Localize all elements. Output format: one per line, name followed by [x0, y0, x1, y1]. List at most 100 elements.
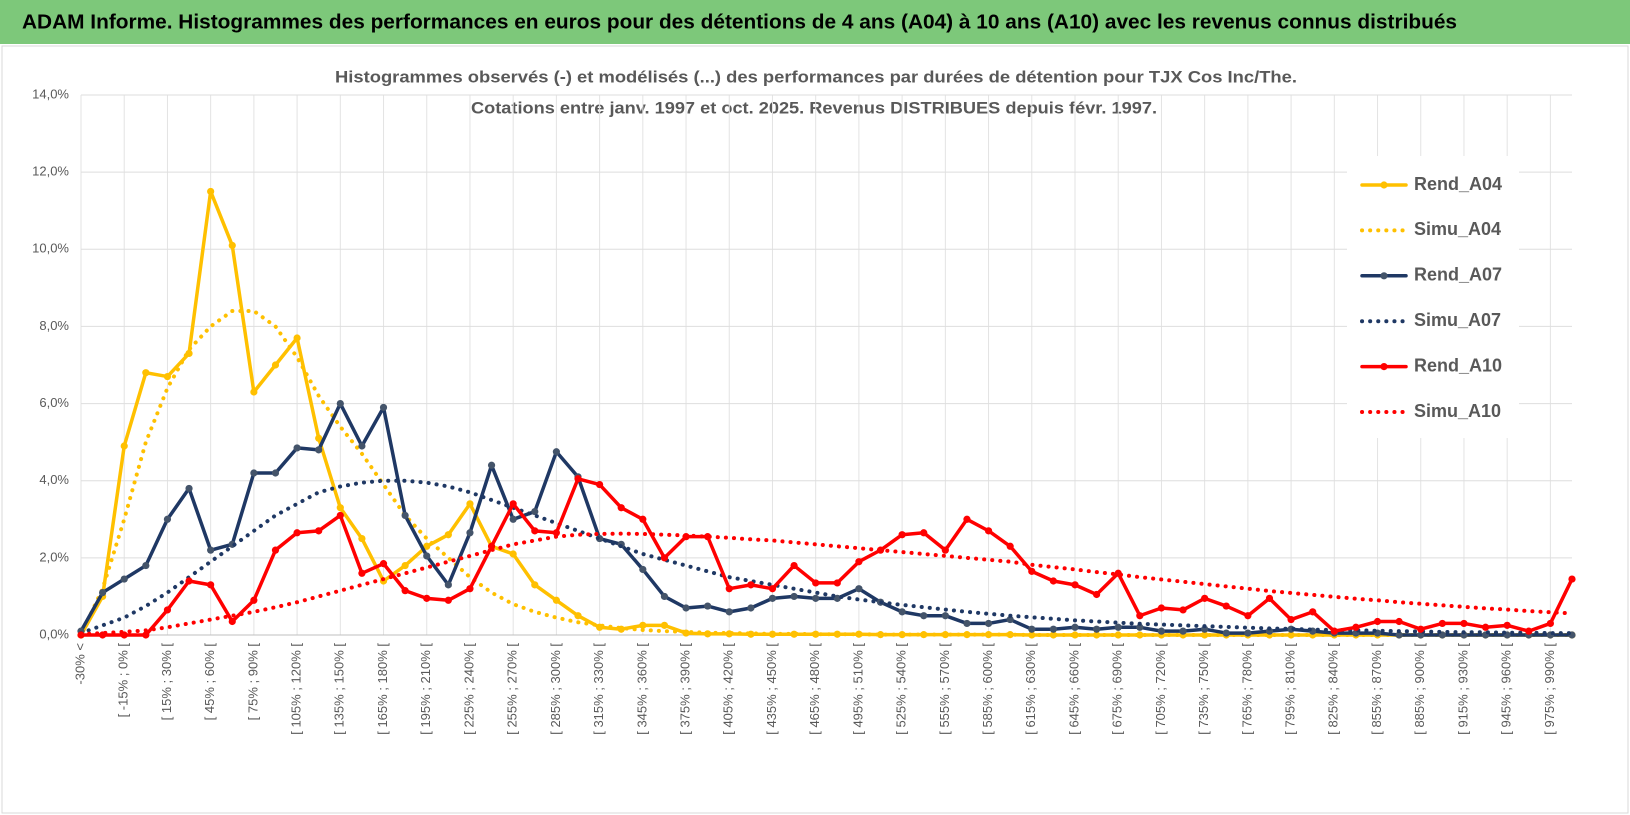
x-tick-label: [ 465% ; 480% [	[807, 643, 822, 735]
point-marker	[1309, 608, 1317, 616]
point-marker	[293, 444, 301, 452]
x-tick-label: [ 345% ; 360% [	[634, 643, 649, 735]
y-tick-label: 0,0%	[39, 626, 69, 641]
point-marker	[1222, 629, 1230, 637]
point-marker	[725, 585, 733, 593]
point-marker	[1006, 631, 1014, 639]
x-tick-label: [ 45% ; 60% [	[202, 643, 217, 721]
point-marker	[1201, 625, 1209, 633]
point-marker	[552, 448, 560, 456]
point-marker	[250, 469, 258, 477]
point-marker	[747, 604, 755, 612]
point-marker	[1287, 615, 1295, 624]
point-marker	[1201, 594, 1209, 602]
y-tick-label: 6,0%	[39, 395, 69, 410]
point-marker	[941, 631, 949, 639]
chart-frame	[1, 45, 1629, 814]
point-marker	[401, 511, 409, 520]
point-marker	[250, 596, 258, 604]
point-marker	[920, 612, 928, 620]
point-marker	[120, 575, 128, 583]
series-line	[79, 401, 1574, 637]
point-marker	[531, 527, 539, 535]
series-line	[79, 531, 1574, 637]
point-marker	[1568, 575, 1576, 583]
point-marker	[833, 579, 841, 587]
point-marker	[120, 442, 128, 450]
point-marker	[1460, 619, 1468, 628]
point-marker	[1071, 623, 1079, 631]
point-marker	[1546, 619, 1554, 628]
point-marker	[185, 577, 193, 585]
point-marker	[99, 588, 107, 597]
point-marker	[444, 531, 452, 539]
x-tick-label: [ 885% ; 900% [	[1412, 643, 1427, 735]
point-marker	[466, 529, 474, 537]
point-marker	[855, 585, 863, 593]
x-tick-label: [ 615% ; 630% [	[1023, 643, 1038, 735]
point-marker	[1417, 625, 1425, 633]
point-marker	[1136, 623, 1144, 631]
point-marker	[207, 546, 215, 554]
point-marker	[531, 581, 539, 589]
point-marker	[207, 187, 215, 196]
point-marker	[336, 504, 344, 512]
point-marker	[163, 515, 172, 523]
point-marker	[1395, 631, 1403, 639]
x-tick-label: [ 165% ; 180% [	[375, 643, 390, 735]
point-marker	[336, 511, 344, 520]
point-marker	[660, 554, 669, 562]
point-marker	[1179, 627, 1187, 635]
point-marker	[1028, 625, 1036, 633]
x-tick-label: [ 525% ; 540% [	[894, 643, 909, 735]
x-tick-label: [ 705% ; 720% [	[1153, 643, 1168, 735]
x-tick-label: [ 285% ; 300% [	[548, 643, 563, 735]
point-marker	[1201, 631, 1209, 639]
legend-marker	[1380, 363, 1388, 371]
point-marker	[163, 606, 172, 614]
point-marker	[1157, 627, 1166, 635]
x-tick-label: [ 555% ; 570% [	[937, 643, 952, 735]
chart-subtitle: Cotations entre janv. 1997 et oct. 2025.…	[471, 98, 1157, 117]
x-tick-label: [ 435% ; 450% [	[764, 643, 779, 735]
point-marker	[487, 461, 496, 469]
point-marker	[1136, 612, 1144, 620]
point-marker	[379, 403, 388, 412]
point-marker	[1179, 606, 1187, 614]
point-marker	[725, 608, 733, 616]
point-marker	[1006, 542, 1014, 550]
legend-label: Simu_A07	[1414, 310, 1501, 330]
y-tick-label: 8,0%	[39, 318, 69, 333]
point-marker	[552, 596, 560, 604]
point-marker	[1093, 625, 1101, 633]
point-marker	[444, 596, 452, 604]
point-marker	[963, 619, 971, 628]
point-marker	[1071, 581, 1079, 589]
legend-label: Rend_A07	[1414, 265, 1502, 285]
point-marker	[574, 475, 582, 483]
point-marker	[358, 569, 366, 577]
point-marker	[379, 560, 388, 568]
point-marker	[812, 594, 820, 602]
series-line	[79, 477, 1574, 637]
point-marker	[228, 617, 236, 626]
point-marker	[315, 446, 323, 454]
x-tick-label: [ 495% ; 510% [	[850, 643, 865, 735]
x-tick-label: [ 975% ; 990% [	[1542, 643, 1557, 735]
point-marker	[1244, 612, 1252, 620]
x-tick-label: [ 945% ; 960% [	[1499, 643, 1514, 735]
y-tick-label: 10,0%	[32, 241, 69, 256]
point-marker	[1244, 629, 1252, 637]
point-marker	[315, 527, 323, 535]
point-marker	[812, 579, 820, 587]
point-marker	[574, 612, 582, 620]
header-banner	[0, 0, 1630, 44]
point-marker	[1136, 631, 1144, 639]
legend-label: Simu_A04	[1414, 219, 1501, 239]
x-tick-label: [ 225% ; 240% [	[461, 643, 476, 735]
point-marker	[682, 604, 690, 612]
point-marker	[466, 585, 474, 593]
point-marker	[142, 631, 150, 639]
point-marker	[271, 469, 280, 477]
point-marker	[898, 531, 906, 539]
